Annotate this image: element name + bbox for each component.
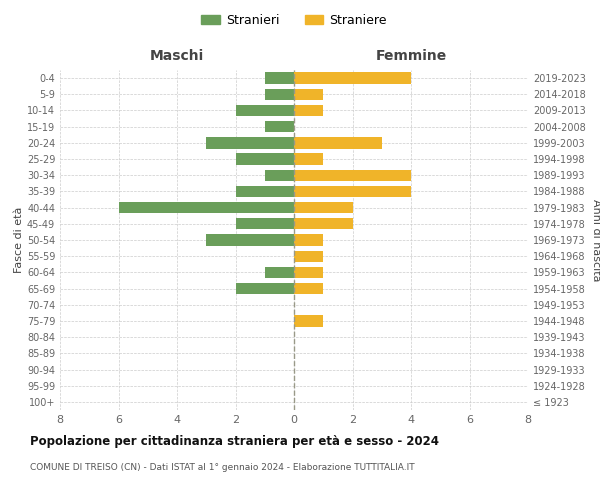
Y-axis label: Anni di nascita: Anni di nascita <box>591 198 600 281</box>
Bar <box>294 202 353 213</box>
Bar <box>294 234 323 246</box>
Bar <box>265 121 294 132</box>
Bar <box>206 234 294 246</box>
Bar <box>294 72 411 84</box>
Bar <box>235 218 294 230</box>
Bar <box>294 250 323 262</box>
Bar <box>294 170 411 181</box>
Bar <box>206 137 294 148</box>
Bar <box>265 88 294 100</box>
Bar <box>265 72 294 84</box>
Text: Popolazione per cittadinanza straniera per età e sesso - 2024: Popolazione per cittadinanza straniera p… <box>30 435 439 448</box>
Bar <box>235 105 294 116</box>
Bar <box>235 283 294 294</box>
Bar <box>294 316 323 326</box>
Y-axis label: Fasce di età: Fasce di età <box>14 207 24 273</box>
Text: Maschi: Maschi <box>150 48 204 62</box>
Bar <box>294 266 323 278</box>
Bar <box>294 88 323 100</box>
Text: Femmine: Femmine <box>376 48 446 62</box>
Bar <box>294 154 323 164</box>
Bar <box>235 186 294 197</box>
Bar <box>294 105 323 116</box>
Bar <box>265 170 294 181</box>
Bar <box>119 202 294 213</box>
Bar <box>294 186 411 197</box>
Text: COMUNE DI TREISO (CN) - Dati ISTAT al 1° gennaio 2024 - Elaborazione TUTTITALIA.: COMUNE DI TREISO (CN) - Dati ISTAT al 1°… <box>30 462 415 471</box>
Bar <box>294 137 382 148</box>
Bar <box>294 218 353 230</box>
Legend: Stranieri, Straniere: Stranieri, Straniere <box>196 8 392 32</box>
Bar <box>294 283 323 294</box>
Bar <box>235 154 294 164</box>
Bar <box>265 266 294 278</box>
